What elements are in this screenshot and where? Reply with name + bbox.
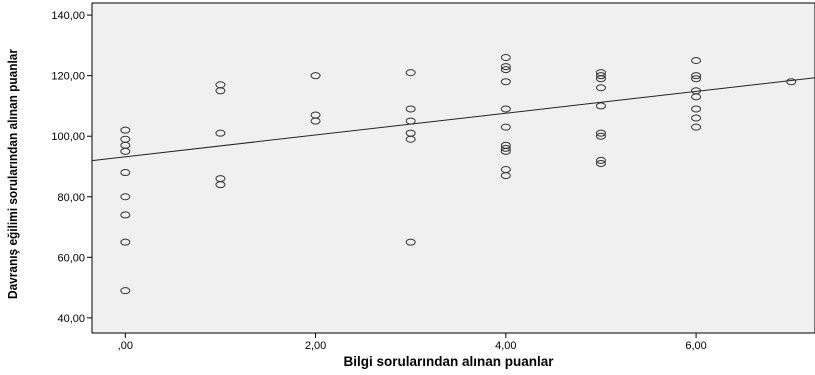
- data-point: [120, 211, 131, 219]
- data-point: [120, 147, 131, 155]
- data-point: [595, 156, 606, 164]
- data-point: [120, 287, 131, 295]
- plot-area: [91, 2, 815, 334]
- data-point: [595, 159, 606, 167]
- x-axis: ,00 2,00 4,00 6,00: [118, 333, 707, 352]
- data-point: [310, 72, 321, 80]
- data-point: [120, 126, 131, 134]
- data-point: [691, 75, 702, 83]
- fit-line-group: [91, 77, 815, 162]
- data-point: [595, 75, 606, 83]
- y-axis-title: Davranış eğilimi sorularından alınan pua…: [5, 49, 20, 299]
- data-point: [500, 78, 511, 86]
- x-axis-title: Bilgi sorularından alınan puanlar: [343, 354, 554, 369]
- data-point: [691, 72, 702, 80]
- data-point: [500, 63, 511, 71]
- data-point: [595, 132, 606, 140]
- data-point: [120, 169, 131, 177]
- data-point: [405, 105, 416, 113]
- data-point: [786, 78, 797, 86]
- points-group: [120, 53, 797, 295]
- x-tick-label: 6,00: [685, 340, 706, 352]
- data-point: [500, 172, 511, 180]
- data-point: [500, 147, 511, 155]
- data-point: [215, 87, 226, 95]
- fit-line: [91, 77, 815, 162]
- data-point: [215, 129, 226, 137]
- data-point: [691, 123, 702, 131]
- data-point: [405, 117, 416, 125]
- data-point: [120, 193, 131, 201]
- data-point: [691, 105, 702, 113]
- data-point: [691, 57, 702, 65]
- data-point: [405, 135, 416, 143]
- data-point: [500, 105, 511, 113]
- data-point: [500, 53, 511, 61]
- data-point: [500, 123, 511, 131]
- data-point: [405, 69, 416, 77]
- x-tick-label: 2,00: [305, 340, 326, 352]
- y-tick-label: 140,00: [51, 10, 85, 22]
- data-point: [500, 144, 511, 152]
- data-point: [691, 114, 702, 122]
- data-point: [595, 102, 606, 110]
- y-axis: 40,00 60,00 80,00 100,00 120,00 140,00: [51, 10, 92, 325]
- x-tick-label: ,00: [118, 340, 133, 352]
- y-tick-label: 100,00: [51, 131, 85, 143]
- data-point: [595, 72, 606, 80]
- data-point: [691, 93, 702, 101]
- y-tick-label: 60,00: [57, 252, 85, 264]
- data-point: [310, 117, 321, 125]
- data-point: [595, 129, 606, 137]
- y-tick-label: 120,00: [51, 71, 85, 83]
- y-tick-label: 80,00: [57, 192, 85, 204]
- x-tick-label: 4,00: [495, 340, 516, 352]
- data-point: [595, 84, 606, 92]
- data-point: [405, 238, 416, 246]
- data-point: [500, 66, 511, 74]
- data-point: [215, 181, 226, 189]
- data-point: [120, 238, 131, 246]
- y-tick-label: 40,00: [57, 313, 85, 325]
